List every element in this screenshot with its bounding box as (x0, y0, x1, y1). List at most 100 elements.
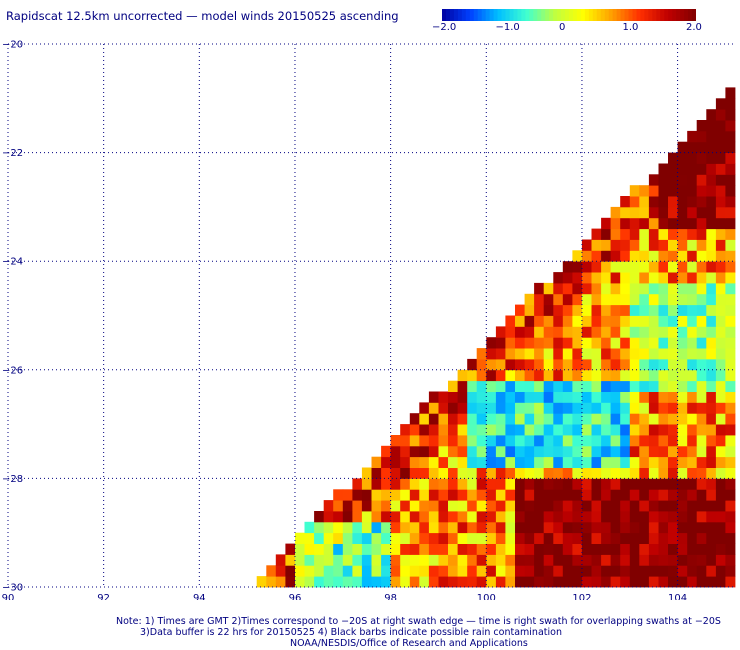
swath-cell (715, 543, 726, 555)
swath-cell (687, 196, 698, 208)
swath-cell (448, 511, 458, 523)
swath-cell (687, 163, 698, 175)
swath-cell (562, 304, 573, 316)
swath-cell (524, 576, 535, 588)
swath-cell (687, 358, 698, 371)
swath-cell (706, 250, 717, 262)
swath-cell (696, 337, 707, 349)
swath-cell (486, 402, 497, 414)
swath-cell (524, 413, 535, 425)
swath-cell (620, 293, 631, 306)
swath-cell (620, 348, 631, 360)
swath-cell (524, 543, 535, 555)
swath-cell (534, 576, 545, 588)
swath-cell (553, 521, 564, 534)
swath-cell (601, 402, 612, 414)
swath-cell (610, 500, 621, 512)
swath-cell (572, 358, 583, 371)
swath-cell (400, 478, 411, 490)
swath-cell (629, 304, 640, 316)
colorbar (442, 9, 696, 21)
swath-cell (486, 391, 497, 403)
swath-cell (687, 337, 698, 349)
swath-cell (448, 456, 458, 468)
swath-cell (706, 456, 717, 468)
swath-cell (706, 467, 717, 479)
swath-cell (562, 402, 573, 414)
swath-cell (438, 576, 449, 588)
swath-cell (668, 445, 678, 458)
swath-cell (553, 348, 564, 360)
swath-cell (581, 532, 592, 544)
swath-cell (581, 250, 592, 262)
swath-cell (428, 521, 439, 534)
swath-cell (591, 467, 602, 479)
swath-cell (524, 424, 535, 436)
swath-cell (361, 565, 372, 577)
swath-cell (668, 478, 678, 490)
swath-cell (419, 467, 430, 479)
swath-cell (495, 445, 506, 458)
swath-cell (534, 478, 545, 490)
colorbar-segment (596, 9, 602, 21)
swath-cell (639, 348, 650, 360)
swath-cell (304, 576, 315, 588)
grid-lines (7, 43, 735, 588)
swath-cell (534, 326, 545, 338)
swath-cell (467, 358, 478, 371)
swath-cell (715, 511, 726, 523)
colorbar-tick-label: 1.0 (622, 22, 639, 33)
swath-cell (543, 326, 554, 338)
swath-cell (591, 250, 602, 262)
swath-cell (409, 511, 420, 523)
swath-cell (543, 380, 554, 392)
swath-cell (457, 445, 468, 458)
colorbar-segment (628, 9, 634, 21)
swath-cell (725, 543, 736, 555)
swath-cell (495, 380, 506, 392)
swath-cell (457, 500, 468, 512)
swath-cell (562, 489, 573, 501)
swath-cell (620, 196, 631, 208)
swath-cell (706, 239, 717, 251)
swath-cell (562, 348, 573, 360)
swath-cell (629, 337, 640, 349)
colorbar-segment (565, 9, 570, 21)
swath-cell (295, 554, 305, 566)
swath-cell (495, 554, 506, 566)
swath-cell (495, 478, 506, 490)
swath-cell (725, 130, 736, 143)
swath-cell (648, 511, 659, 523)
swath-cell (381, 554, 392, 566)
swath-cell (601, 250, 612, 262)
swath-cell (534, 489, 545, 501)
swath-cell (658, 391, 669, 403)
swath-cell (668, 435, 678, 447)
swath-cell (333, 532, 344, 544)
swath-cell (467, 402, 478, 414)
swath-cell (390, 521, 401, 534)
swath-cell (534, 467, 545, 479)
swath-cell (696, 543, 707, 555)
swath-cell (591, 511, 602, 523)
swath-cell (572, 304, 583, 316)
swath-cell (591, 282, 602, 295)
x-tick-label: 94 (193, 593, 206, 600)
swath-cell (696, 326, 707, 338)
colorbar-segment (561, 9, 566, 21)
swath-cell (390, 456, 401, 468)
swath-cell (467, 424, 478, 436)
swath-cell (706, 543, 717, 555)
swath-cell (572, 326, 583, 338)
swath-cell (314, 565, 325, 577)
swath-cell (505, 576, 516, 588)
swath-cell (409, 456, 420, 468)
swath-cell (715, 282, 726, 295)
swath-cell (620, 315, 631, 327)
swath-cell (706, 500, 717, 512)
swath-cell (515, 565, 525, 577)
swath-cell (304, 532, 315, 544)
colorbar-segment (505, 9, 511, 21)
swath-cell (457, 532, 468, 544)
swath-cell (467, 369, 478, 382)
